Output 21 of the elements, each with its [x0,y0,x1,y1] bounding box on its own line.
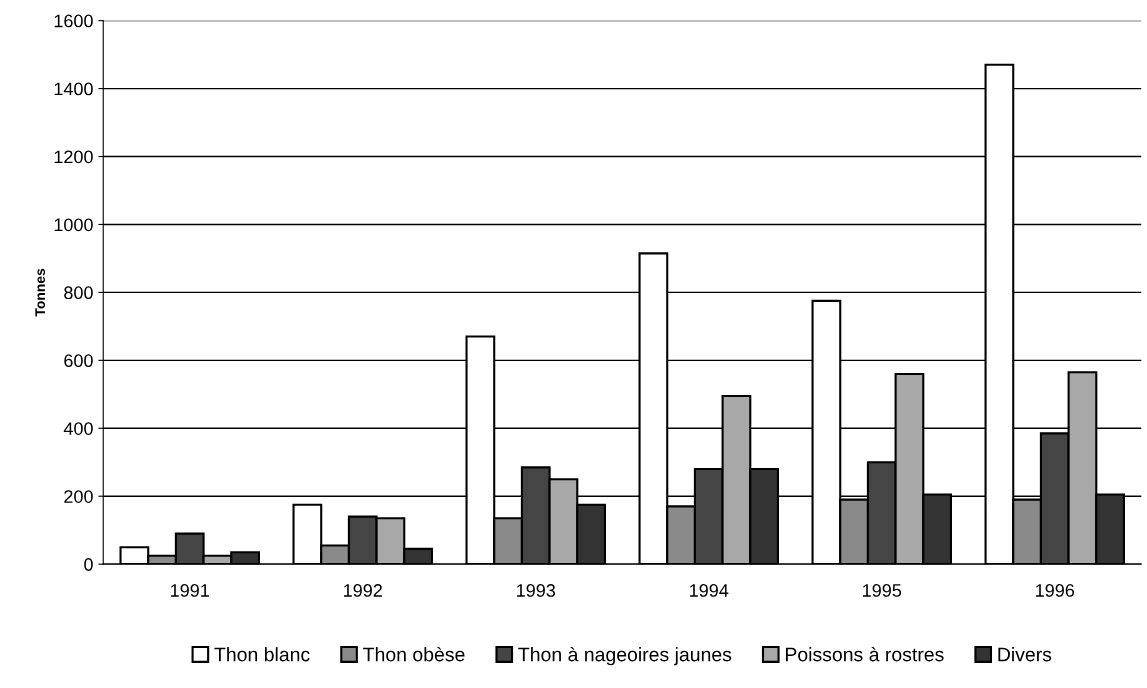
y-tick-label: 800 [64,286,93,300]
x-tick-label: 1991 [171,584,209,597]
y-tick-label: 1200 [54,150,93,164]
y-tick-label: 200 [64,490,93,503]
y-tick-label: 0 [84,558,93,571]
y-tick-label: 400 [63,422,93,435]
x-tick-label: 1996 [1036,584,1075,597]
legend-label: Thon à nageoires jaunes [518,646,732,666]
x-tick-label: 1992 [344,584,382,597]
legend-label: Thon obèse [363,646,465,662]
legend-label: Poissons à rostres [785,646,944,662]
y-tick-label: 1600 [54,14,93,28]
y-tick-label: 1400 [54,82,93,96]
legend-label: Thon blanc [214,647,310,662]
x-tick-label: 1994 [690,584,729,597]
y-tick-label: 600 [64,354,93,368]
x-tick-label: 1995 [863,584,902,597]
legend-label: Divers [998,647,1052,662]
y-tick-label: 1000 [54,218,93,232]
y-axis-title: Tonnes [35,268,46,317]
x-tick-label: 1993 [517,584,556,597]
